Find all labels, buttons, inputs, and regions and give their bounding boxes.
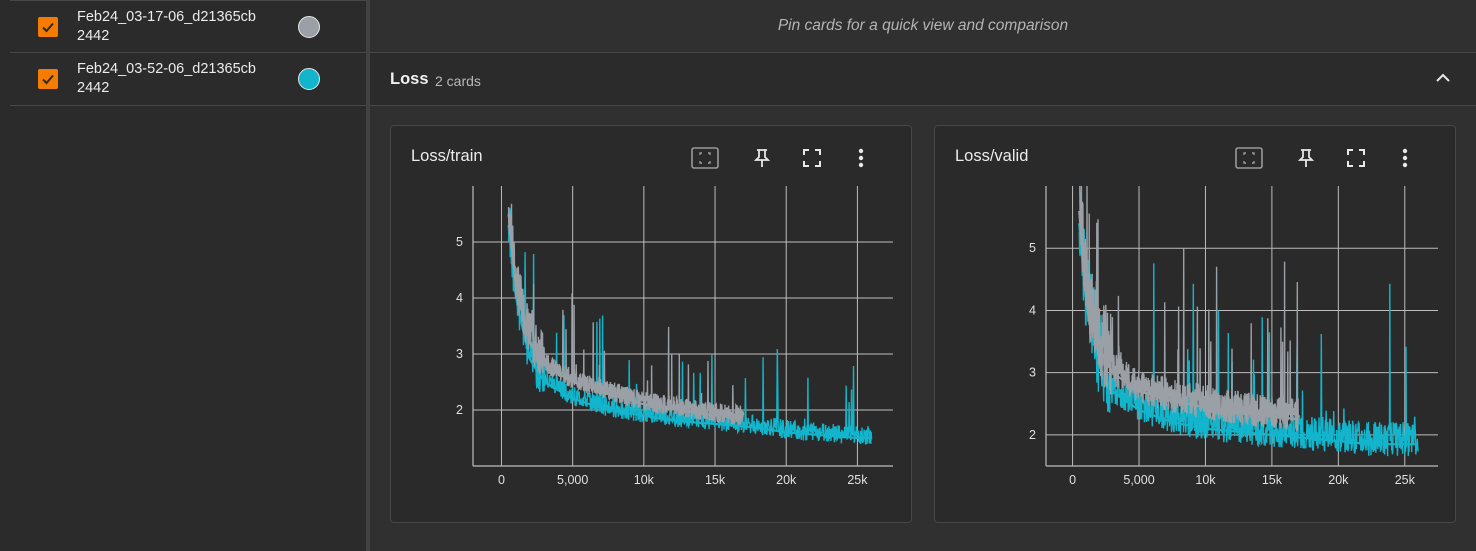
run-name: Feb24_03-17-06_d21365cb 2442: [77, 8, 287, 46]
run-name-line2: 2442: [77, 80, 110, 96]
y-tick-label: 4: [456, 291, 463, 305]
checkmark-icon: [42, 74, 54, 85]
card-title: Loss/train: [411, 147, 483, 165]
line-chart[interactable]: 0 5,000 10k 15k 20k 25k 2 3 4 5: [391, 126, 911, 522]
y-tick-label: 5: [1029, 241, 1036, 255]
card-toolbar: [691, 146, 911, 170]
card-toolbar: [1235, 146, 1455, 170]
run-name-line2: 2442: [77, 27, 110, 44]
x-tick-label: 15k: [705, 473, 726, 487]
main-panel: Pin cards for a quick view and compariso…: [370, 0, 1476, 551]
run-name-line1: Feb24_03-52-06_d21365cb: [77, 61, 256, 77]
fullscreen-icon[interactable]: [1342, 146, 1370, 170]
y-tick-label: 2: [456, 403, 463, 417]
x-tick-label: 5,000: [1123, 473, 1154, 487]
pinned-cards-hint: Pin cards for a quick view and compariso…: [370, 0, 1476, 53]
run-row[interactable]: Feb24_03-52-06_d21365cb 2442: [10, 53, 366, 106]
run-checkbox[interactable]: [38, 16, 58, 37]
fit-domain-icon[interactable]: [691, 146, 719, 170]
scalar-card: Loss/valid 0 5,000 10k 15k 20k 25k 2 3 4 5: [934, 125, 1456, 523]
x-tick-label: 20k: [1328, 473, 1349, 487]
group-title: Loss: [390, 70, 429, 88]
x-tick-label: 25k: [1395, 473, 1416, 487]
checkmark-icon: [42, 22, 54, 32]
line-chart[interactable]: 0 5,000 10k 15k 20k 25k 2 3 4 5: [935, 126, 1455, 522]
run-color-swatch[interactable]: [298, 15, 320, 38]
series-smoothed-line: [507, 225, 872, 440]
pin-icon[interactable]: [1292, 146, 1320, 170]
runs-list: Feb24_03-17-06_d21365cb 2442 Feb24_03-52…: [10, 0, 366, 106]
card-group-header[interactable]: Loss 2 cards: [370, 53, 1476, 106]
pin-icon[interactable]: [748, 146, 776, 170]
run-checkbox[interactable]: [38, 69, 58, 89]
y-tick-label: 2: [1029, 428, 1036, 442]
x-tick-label: 20k: [776, 473, 797, 487]
x-tick-label: 25k: [847, 473, 868, 487]
runs-sidebar: Feb24_03-17-06_d21365cb 2442 Feb24_03-52…: [0, 0, 366, 551]
fit-domain-icon[interactable]: [1235, 146, 1263, 170]
card-title: Loss/valid: [955, 147, 1029, 165]
run-name: Feb24_03-52-06_d21365cb 2442: [77, 60, 287, 98]
series-line: [507, 203, 745, 425]
series-smoothed-line: [1078, 223, 1419, 446]
x-tick-label: 0: [498, 473, 505, 487]
run-row[interactable]: Feb24_03-17-06_d21365cb 2442: [10, 0, 366, 53]
scalar-card: Loss/train 0 5,000 10k 15k 20k 25k 2 3 4 5: [390, 125, 912, 523]
fullscreen-icon[interactable]: [798, 146, 826, 170]
x-tick-label: 15k: [1262, 473, 1283, 487]
more-vert-icon[interactable]: [847, 146, 875, 170]
x-tick-label: 0: [1069, 473, 1076, 487]
series-smoothed-line: [1078, 210, 1299, 421]
sidebar-resize-handle[interactable]: [366, 0, 370, 551]
y-tick-label: 5: [456, 235, 463, 249]
run-name-line1: Feb24_03-17-06_d21365cb: [77, 8, 256, 25]
chevron-up-icon[interactable]: [1434, 69, 1452, 87]
y-tick-label: 3: [456, 347, 463, 361]
more-vert-icon[interactable]: [1391, 146, 1419, 170]
x-tick-label: 10k: [634, 473, 655, 487]
x-tick-label: 10k: [1195, 473, 1216, 487]
group-card-count: 2 cards: [435, 73, 481, 89]
y-tick-label: 4: [1029, 303, 1036, 317]
run-color-swatch[interactable]: [298, 68, 320, 90]
x-tick-label: 5,000: [557, 473, 588, 487]
series-smoothed-line: [507, 213, 744, 420]
y-tick-label: 3: [1029, 366, 1036, 380]
